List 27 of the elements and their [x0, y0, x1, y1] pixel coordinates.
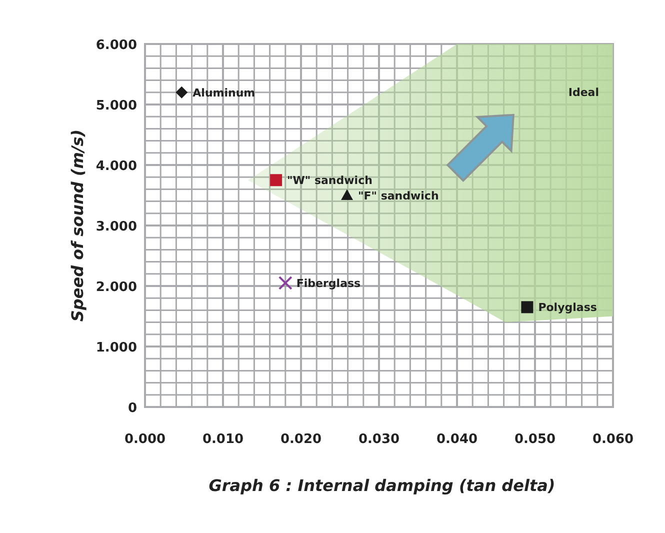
point	[521, 301, 534, 314]
series-label: "F" sandwich	[358, 189, 439, 202]
x-tick-label: 0.030	[358, 432, 400, 447]
x-tick-label: 0.010	[202, 432, 244, 447]
annotation: Ideal	[568, 86, 599, 99]
y-tick-label: 6.000	[96, 38, 137, 53]
series-label: "W" sandwich	[287, 174, 372, 188]
series-label: Fiberglass	[296, 276, 362, 290]
point	[341, 189, 354, 200]
y-tick-label: 1.000	[96, 340, 137, 356]
y-tick-label: 5.000	[96, 98, 137, 114]
x-tick-label: 0.000	[124, 432, 166, 447]
x-tick-label: 0.060	[592, 432, 634, 447]
series-label: Aluminum	[192, 86, 256, 100]
y-tick-label: 4.000	[96, 159, 137, 174]
y-axis-title: Speed of sound (m/s)	[68, 129, 87, 322]
point	[278, 276, 292, 290]
point	[270, 174, 282, 186]
x-axis-title: Graph 6 : Internal damping (tan delta)	[208, 476, 556, 495]
x-tick-label: 0.050	[514, 432, 556, 447]
y-tick-label: 0	[128, 401, 137, 416]
series-label: Polyglass	[538, 301, 598, 314]
x-tick-label: 0.020	[280, 432, 322, 447]
point	[176, 86, 188, 98]
x-tick-label: 0.040	[436, 432, 478, 447]
y-tick-label: 2.000	[96, 280, 137, 295]
y-tick-label: 3.000	[96, 220, 137, 234]
